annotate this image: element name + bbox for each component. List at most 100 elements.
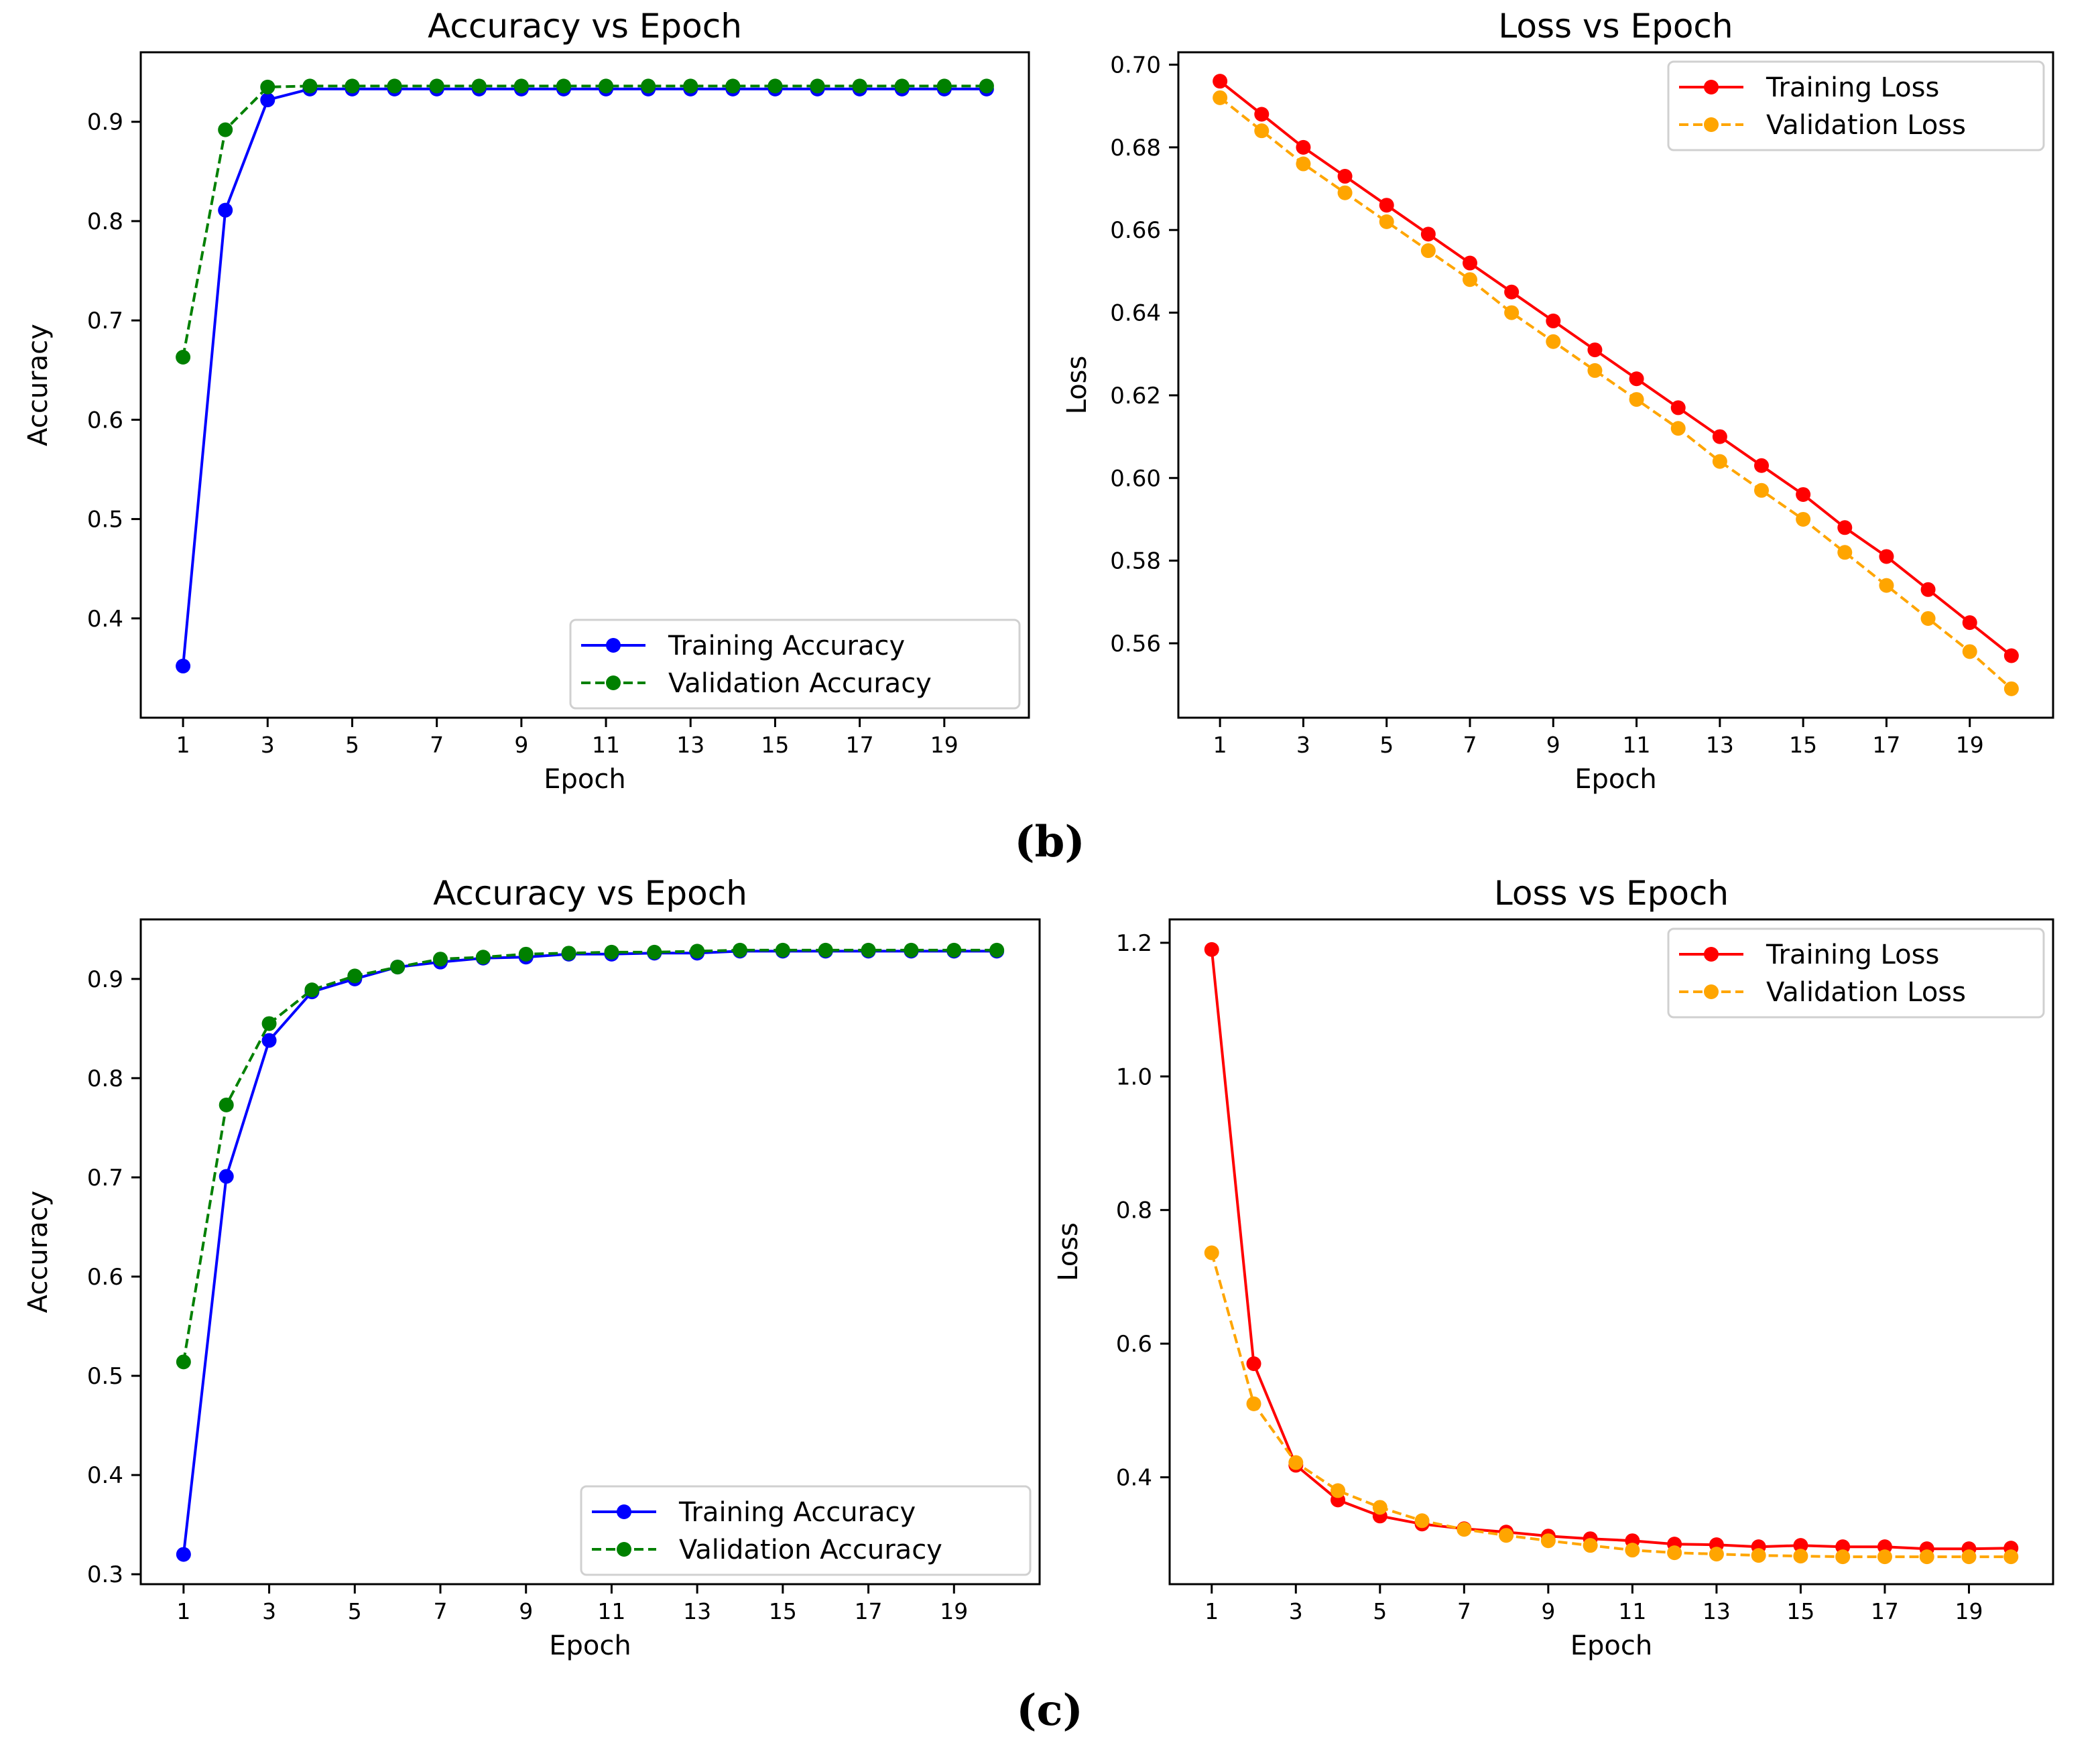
series-line bbox=[1210, 1252, 2012, 1559]
y-axis-label: Accuracy bbox=[23, 1191, 54, 1313]
x-tick-label: 17 bbox=[855, 1598, 883, 1624]
data-point bbox=[304, 982, 320, 998]
data-point bbox=[1504, 284, 1520, 300]
data-point bbox=[260, 79, 275, 94]
y-tick-label: 0.64 bbox=[1110, 300, 1161, 327]
data-point bbox=[904, 942, 919, 958]
data-point bbox=[1709, 1547, 1724, 1562]
data-point bbox=[1920, 610, 1936, 626]
data-point bbox=[1331, 1483, 1346, 1498]
data-point bbox=[1337, 169, 1353, 184]
x-tick-label: 3 bbox=[261, 732, 275, 758]
data-point bbox=[1793, 1549, 1808, 1564]
y-tick-label: 0.4 bbox=[1116, 1464, 1152, 1491]
x-tick-label: 3 bbox=[1296, 732, 1310, 758]
data-point bbox=[1625, 1543, 1640, 1558]
legend-label: Training Accuracy bbox=[668, 631, 905, 661]
data-point bbox=[1796, 511, 1811, 527]
data-point bbox=[647, 944, 662, 960]
y-tick-label: 0.4 bbox=[87, 606, 123, 633]
legend-marker bbox=[1704, 80, 1719, 94]
data-point bbox=[1835, 1549, 1851, 1565]
x-tick-label: 1 bbox=[1205, 1598, 1219, 1624]
x-tick-label: 7 bbox=[1457, 1598, 1471, 1624]
legend-marker bbox=[1704, 117, 1719, 132]
data-point bbox=[345, 78, 360, 94]
x-tick-label: 11 bbox=[1623, 732, 1651, 758]
x-tick-label: 7 bbox=[430, 732, 444, 758]
data-point bbox=[1670, 400, 1686, 415]
y-tick-label: 0.60 bbox=[1110, 465, 1161, 492]
x-tick-label: 19 bbox=[1956, 732, 1984, 758]
x-tick-label: 3 bbox=[262, 1598, 276, 1624]
data-point bbox=[1754, 482, 1769, 498]
data-point bbox=[1457, 1522, 1472, 1537]
data-point bbox=[946, 942, 962, 958]
y-tick-label: 0.8 bbox=[87, 208, 123, 235]
data-point bbox=[1667, 1545, 1682, 1561]
x-tick-label: 15 bbox=[1789, 732, 1817, 758]
data-point bbox=[1546, 313, 1561, 328]
data-point bbox=[1379, 214, 1394, 229]
legend-marker bbox=[1704, 947, 1719, 962]
legend-marker bbox=[617, 1504, 631, 1519]
legend-marker bbox=[606, 675, 621, 690]
legend-frame bbox=[1667, 927, 2045, 1019]
x-tick-label: 5 bbox=[348, 1598, 362, 1624]
data-point bbox=[387, 78, 402, 94]
chart-title: Accuracy vs Epoch bbox=[433, 874, 747, 913]
x-tick-label: 13 bbox=[676, 732, 704, 758]
series-line bbox=[1219, 96, 2013, 690]
data-point bbox=[1213, 90, 1228, 105]
data-point bbox=[218, 202, 233, 218]
x-tick-label: 15 bbox=[761, 732, 789, 758]
data-point bbox=[513, 78, 529, 94]
data-point bbox=[775, 942, 790, 958]
data-point bbox=[725, 78, 741, 94]
data-point bbox=[1337, 185, 1353, 200]
legend-label: Validation Loss bbox=[1766, 110, 1966, 141]
data-point bbox=[561, 946, 576, 961]
y-tick-label: 0.3 bbox=[87, 1561, 123, 1588]
data-point bbox=[1420, 243, 1436, 259]
data-point bbox=[1962, 644, 1977, 659]
data-point bbox=[1796, 487, 1811, 502]
data-point bbox=[861, 942, 876, 958]
data-point bbox=[936, 78, 952, 94]
data-point bbox=[1372, 1500, 1387, 1515]
data-point bbox=[599, 78, 614, 94]
data-point bbox=[1919, 1549, 1934, 1565]
legend: Training Accuracy Validation Accuracy bbox=[580, 1485, 1032, 1576]
data-point bbox=[1587, 342, 1603, 358]
data-point bbox=[641, 78, 656, 94]
x-tick-label: 19 bbox=[940, 1598, 968, 1624]
legend: Training Loss Validation Loss bbox=[1667, 927, 2045, 1019]
data-point bbox=[433, 952, 448, 967]
data-point bbox=[690, 944, 705, 959]
y-axis-label: Loss bbox=[1062, 356, 1093, 415]
plot-frame bbox=[139, 918, 1041, 1586]
x-tick-label: 9 bbox=[1541, 1598, 1555, 1624]
data-point bbox=[1546, 334, 1561, 349]
data-point bbox=[1961, 1549, 1977, 1565]
x-axis-label: Epoch bbox=[544, 764, 625, 795]
data-point bbox=[1504, 305, 1520, 320]
y-axis-label: Loss bbox=[1053, 1222, 1084, 1281]
data-point bbox=[1540, 1533, 1556, 1549]
series-validation-accuracy bbox=[176, 942, 1005, 1370]
x-axis-label: Epoch bbox=[549, 1630, 631, 1661]
y-tick-label: 0.7 bbox=[87, 1165, 123, 1191]
data-point bbox=[1379, 198, 1394, 213]
data-point bbox=[1213, 74, 1228, 89]
x-axis-label: Epoch bbox=[1570, 1630, 1652, 1661]
data-point bbox=[2003, 1549, 2019, 1565]
y-tick-label: 0.6 bbox=[87, 407, 123, 434]
data-point bbox=[1877, 1549, 1892, 1565]
y-tick-label: 0.5 bbox=[87, 1363, 123, 1390]
data-point bbox=[1712, 429, 1727, 444]
data-point bbox=[1879, 549, 1894, 564]
x-tick-label: 7 bbox=[434, 1598, 448, 1624]
x-tick-label: 9 bbox=[519, 1598, 533, 1624]
y-tick-label: 0.58 bbox=[1110, 548, 1161, 575]
